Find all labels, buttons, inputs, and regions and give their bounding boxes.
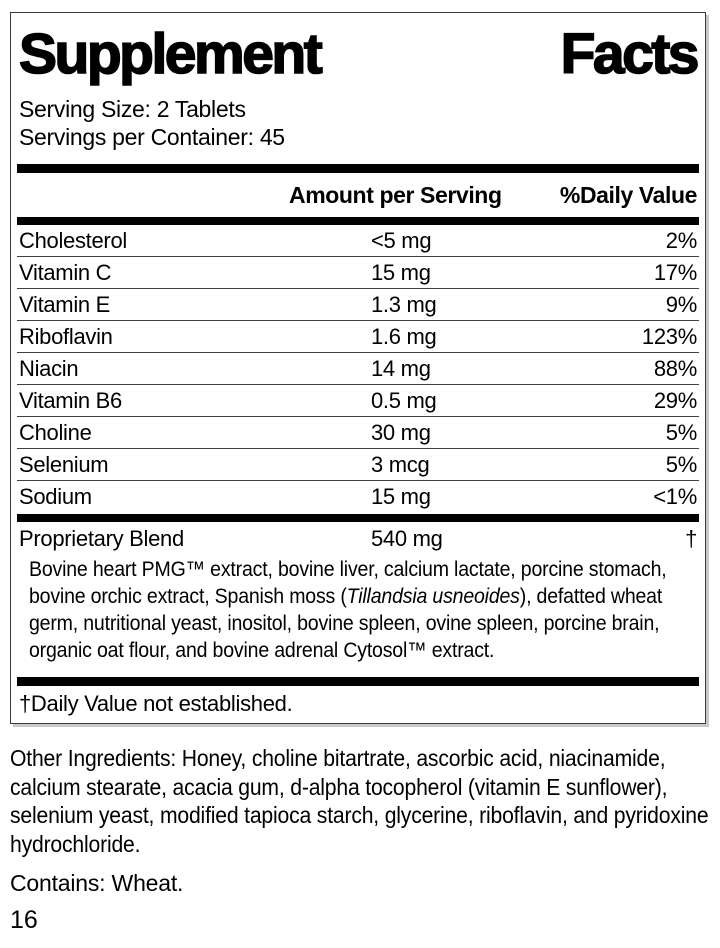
panel-title-word-supplement: Supplement (18, 21, 323, 87)
divider-above-blend (17, 514, 699, 522)
nutrient-daily-value: 5% (665, 452, 698, 477)
table-row-vitamin-c: Vitamin C 15 mg 17% (17, 257, 699, 289)
nutrient-daily-value: 123% (641, 324, 697, 349)
nutrient-name: Choline (19, 420, 92, 445)
nutrient-amount: 30 mg (371, 420, 431, 445)
header-amount-per-serving: Amount per Serving (289, 182, 502, 208)
nutrient-daily-value: <1% (653, 484, 697, 509)
table-row-selenium: Selenium 3 mcg 5% (17, 449, 699, 481)
thick-divider-top (17, 164, 699, 173)
servings-per-container-text: Servings per Container: 45 (19, 124, 285, 150)
nutrient-name: Niacin (19, 356, 79, 381)
blend-amount: 540 mg (371, 526, 443, 551)
table-row-riboflavin: Riboflavin 1.6 mg 123% (17, 321, 699, 353)
nutrient-amount: 1.6 mg (371, 324, 437, 349)
nutrient-amount: 0.5 mg (371, 388, 437, 413)
nutrient-amount: 3 mcg (371, 452, 430, 477)
supplement-facts-panel: Supplement Facts Serving Size: 2 Tablets… (10, 12, 706, 724)
nutrient-daily-value: 88% (653, 356, 697, 381)
blend-description-latin-name: Tillandsia usneoides (346, 585, 520, 608)
nutrient-amount: 15 mg (371, 260, 431, 285)
nutrient-table: Cholesterol <5 mg 2% Vitamin C 15 mg 17%… (17, 225, 699, 512)
other-ingredients-text: Other Ingredients: Honey, choline bitart… (10, 745, 709, 857)
nutrient-name: Cholesterol (19, 228, 127, 253)
nutrient-amount: 1.3 mg (371, 292, 437, 317)
nutrient-daily-value: 29% (653, 388, 697, 413)
page-number: 16 (10, 906, 38, 934)
nutrient-amount: <5 mg (371, 228, 432, 253)
nutrient-name: Vitamin B6 (19, 388, 122, 413)
panel-title-word-facts: Facts (560, 21, 701, 87)
table-row-niacin: Niacin 14 mg 88% (17, 353, 699, 385)
nutrient-daily-value: 5% (665, 420, 698, 445)
thick-divider-bottom (17, 677, 699, 686)
blend-description: Bovine heart PMG™ extract, bovine liver,… (29, 556, 702, 664)
nutrient-name: Riboflavin (19, 324, 113, 349)
blend-name: Proprietary Blend (19, 526, 184, 551)
nutrient-amount: 14 mg (371, 356, 431, 381)
nutrient-daily-value: 2% (665, 228, 698, 253)
nutrient-daily-value: 17% (653, 260, 697, 285)
divider-below-header (17, 217, 699, 225)
table-header-row: Amount per Serving %Daily Value (17, 173, 699, 217)
nutrient-name: Selenium (19, 452, 109, 477)
blend-description-part2: ), defatted wheat germ, nutritional yeas… (29, 585, 663, 662)
table-row-cholesterol: Cholesterol <5 mg 2% (17, 225, 699, 257)
header-daily-value: %Daily Value (559, 182, 698, 208)
table-row-sodium: Sodium 15 mg <1% (17, 481, 699, 512)
serving-size-text: Serving Size: 2 Tablets (19, 96, 246, 122)
nutrient-name: Vitamin E (19, 292, 111, 317)
daily-value-footnote: †Daily Value not established. (19, 691, 293, 716)
nutrient-daily-value: 9% (665, 292, 698, 317)
table-row-choline: Choline 30 mg 5% (17, 417, 699, 449)
table-row-vitamin-b6: Vitamin B6 0.5 mg 29% (17, 385, 699, 417)
allergen-contains-text: Contains: Wheat. (10, 870, 184, 896)
nutrient-name: Vitamin C (19, 260, 112, 285)
blend-dagger: † (685, 526, 697, 551)
nutrient-amount: 15 mg (371, 484, 431, 509)
nutrient-name: Sodium (19, 484, 92, 509)
table-row-vitamin-e: Vitamin E 1.3 mg 9% (17, 289, 699, 321)
panel-title: Supplement Facts (18, 19, 701, 89)
proprietary-blend-row: Proprietary Blend 540 mg † (17, 522, 699, 554)
blend-description-part1: Bovine heart PMG™ extract, bovine liver,… (29, 558, 667, 608)
